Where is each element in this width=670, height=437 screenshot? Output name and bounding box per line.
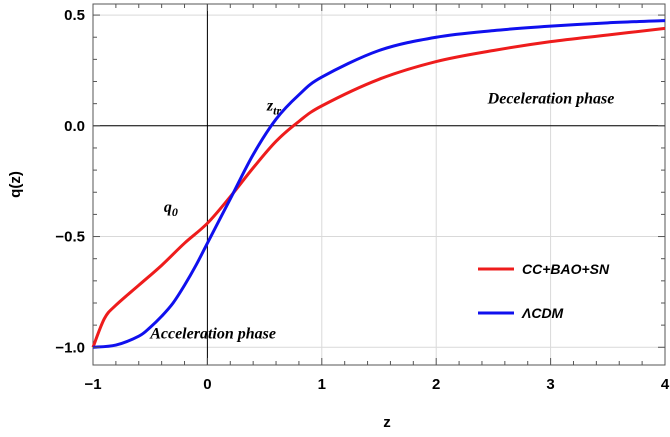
y-tick-label: 0.5 [64, 7, 85, 24]
x-tick-label: −1 [84, 376, 101, 393]
grid [92, 4, 666, 365]
series [91, 19, 666, 349]
x-tick-label: 2 [432, 376, 440, 393]
legend: CC+BAO+SN ΛCDM [478, 261, 610, 321]
axes [92, 3, 666, 366]
y-tick-label: −1.0 [55, 339, 85, 356]
annotation-decel: Deceleration phase [487, 91, 615, 108]
x-tick-label: 0 [203, 376, 211, 393]
annotation-accel: Acceleration phase [149, 325, 276, 342]
legend-label-1: ΛCDM [521, 305, 564, 321]
plot-frame [92, 3, 666, 366]
ticks: −1 0 1 2 3 4 −1.0 −0.5 0.0 0.5 [55, 4, 670, 393]
x-tick-label: 1 [318, 376, 326, 393]
y-tick-label: 0.0 [64, 118, 85, 135]
series-line-0 [91, 26, 666, 348]
y-axis-title: q(z) [7, 171, 24, 198]
series-line-1 [92, 19, 666, 349]
annotation-ztr: ztr [266, 97, 282, 117]
legend-label-0: CC+BAO+SN [522, 261, 610, 277]
annotation-q0: q0 [164, 199, 178, 219]
x-axis-title: z [383, 414, 391, 431]
x-tick-label: 4 [661, 376, 670, 393]
annotations: q0 ztr Deceleration phase Acceleration phas… [149, 91, 614, 343]
x-tick-label: 3 [546, 376, 554, 393]
y-tick-label: −0.5 [55, 229, 85, 246]
